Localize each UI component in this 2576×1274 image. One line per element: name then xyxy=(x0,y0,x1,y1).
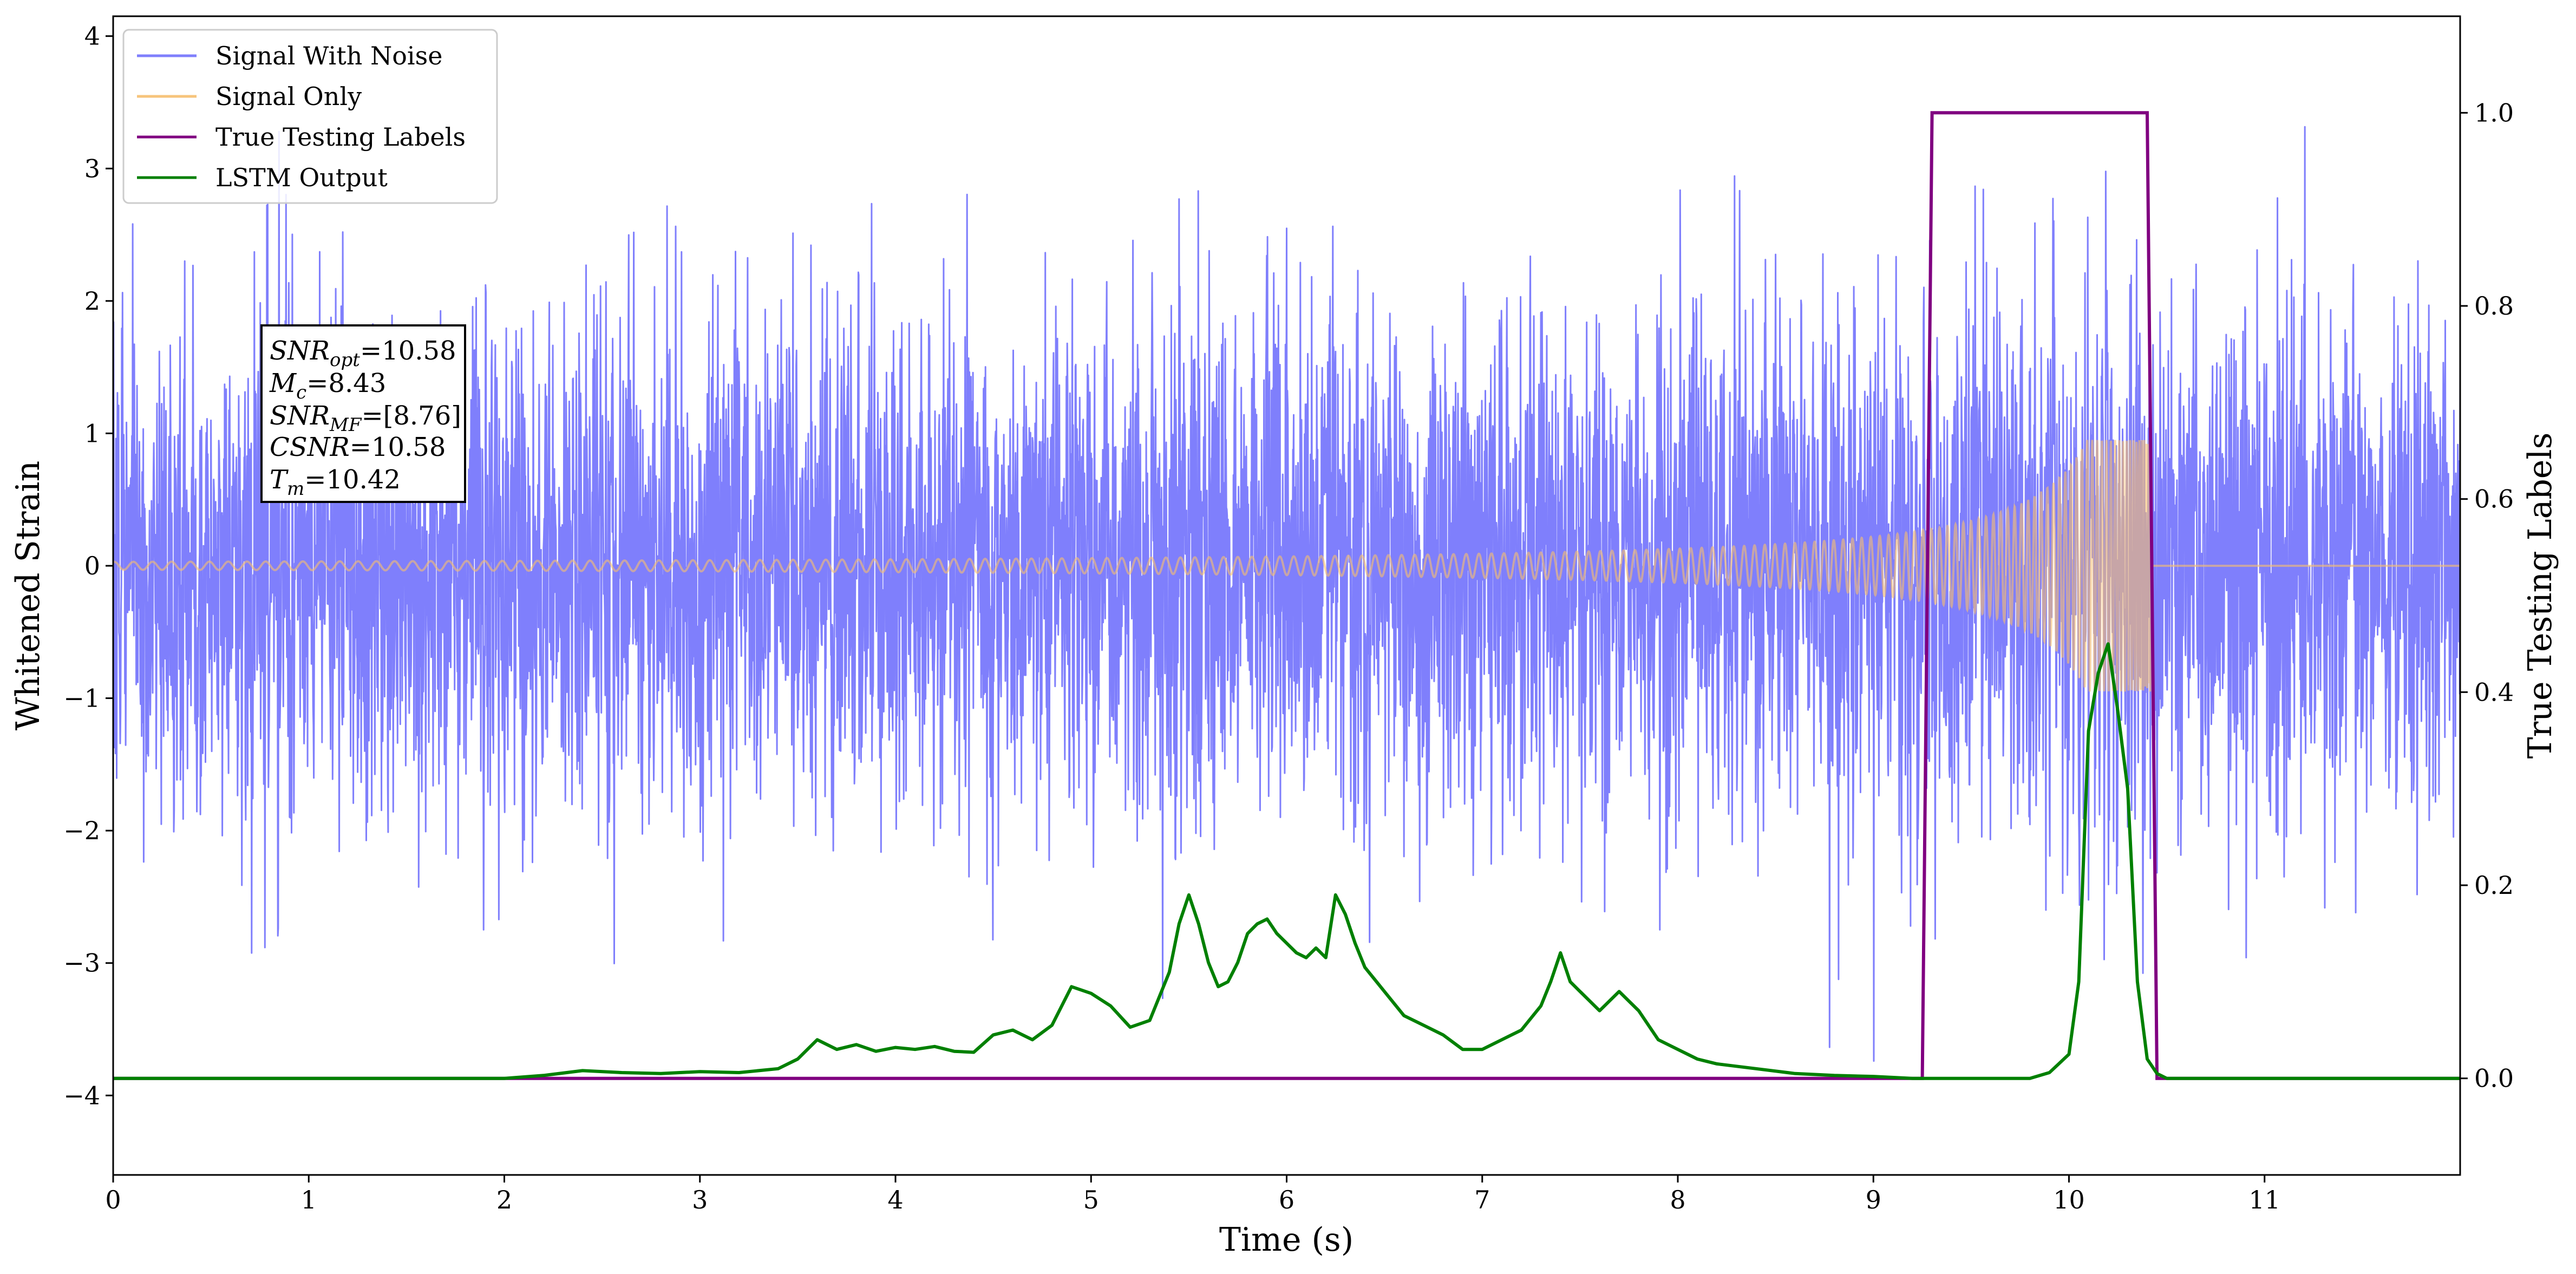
x-tick-label: 11 xyxy=(2248,1185,2280,1214)
legend-label-signal-with-noise: Signal With Noise xyxy=(215,41,442,70)
y-axis-right: 0.0 0.2 0.4 0.6 0.8 1.0 xyxy=(2460,98,2514,1093)
annotation-tm: Tm=10.42 xyxy=(270,465,401,500)
annotation-snr-mf: SNRMF=[8.76] xyxy=(270,401,461,436)
x-tick-label: 10 xyxy=(2053,1185,2085,1214)
y2-tick-label: 0.4 xyxy=(2474,677,2514,707)
x-axis-label: Time (s) xyxy=(1219,1221,1354,1259)
y-tick-label: −2 xyxy=(63,816,100,845)
y2-tick-label: 0.2 xyxy=(2474,871,2514,900)
y-tick-label: −1 xyxy=(63,684,100,713)
legend-box xyxy=(122,29,498,204)
y2-tick-label: 1.0 xyxy=(2474,98,2514,127)
legend: Signal With Noise Signal Only True Testi… xyxy=(122,29,498,204)
y-axis-label: Whitened Strain xyxy=(9,461,47,730)
x-tick-label: 5 xyxy=(1083,1185,1099,1214)
signal-with-noise-line xyxy=(113,126,2460,1062)
x-tick-label: 1 xyxy=(301,1185,317,1214)
x-axis: 0 1 2 3 4 5 6 7 8 9 10 11 xyxy=(105,1175,2280,1214)
legend-label-lstm-output: LSTM Output xyxy=(215,163,388,192)
x-tick-label: 9 xyxy=(1866,1185,1881,1214)
annotation-mc: Mc=8.43 xyxy=(269,368,386,403)
y2-tick-label: 0.6 xyxy=(2474,485,2514,514)
x-tick-label: 4 xyxy=(887,1185,903,1214)
x-tick-label: 7 xyxy=(1474,1185,1490,1214)
series-signal-with-noise xyxy=(113,126,2460,1062)
x-tick-label: 6 xyxy=(1279,1185,1294,1214)
x-tick-label: 3 xyxy=(692,1185,708,1214)
signal-only-line xyxy=(113,440,2460,692)
y-tick-label: 0 xyxy=(84,551,100,580)
y-axis-left: −4 −3 −2 −1 0 1 2 3 4 xyxy=(63,22,113,1110)
y-tick-label: −4 xyxy=(63,1081,100,1110)
y2-tick-label: 0.0 xyxy=(2474,1064,2514,1093)
legend-label-signal-only: Signal Only xyxy=(215,82,362,111)
legend-label-true-testing-labels: True Testing Labels xyxy=(215,122,466,152)
x-tick-label: 0 xyxy=(105,1185,121,1214)
y2-axis-label: True Testing Labels xyxy=(2521,433,2559,759)
y-tick-label: 2 xyxy=(84,286,100,316)
y-tick-label: 3 xyxy=(84,154,100,183)
y2-tick-label: 0.8 xyxy=(2474,291,2514,321)
series-signal-only xyxy=(113,440,2460,692)
annotation-box: SNRopt=10.58 Mc=8.43 SNRMF=[8.76] CSNR=1… xyxy=(260,324,466,503)
annotation-frame xyxy=(260,324,466,503)
annotation-csnr: CSNR=10.58 xyxy=(270,432,446,462)
x-tick-label: 8 xyxy=(1670,1185,1685,1214)
series-lstm-output xyxy=(113,642,2460,1080)
y-tick-label: 1 xyxy=(84,419,100,448)
annotation-snr-opt: SNRopt=10.58 xyxy=(270,336,456,371)
y-tick-label: −3 xyxy=(63,949,100,978)
lstm-output-line xyxy=(113,642,2460,1080)
x-tick-label: 2 xyxy=(496,1185,512,1214)
y-tick-label: 4 xyxy=(84,22,100,51)
